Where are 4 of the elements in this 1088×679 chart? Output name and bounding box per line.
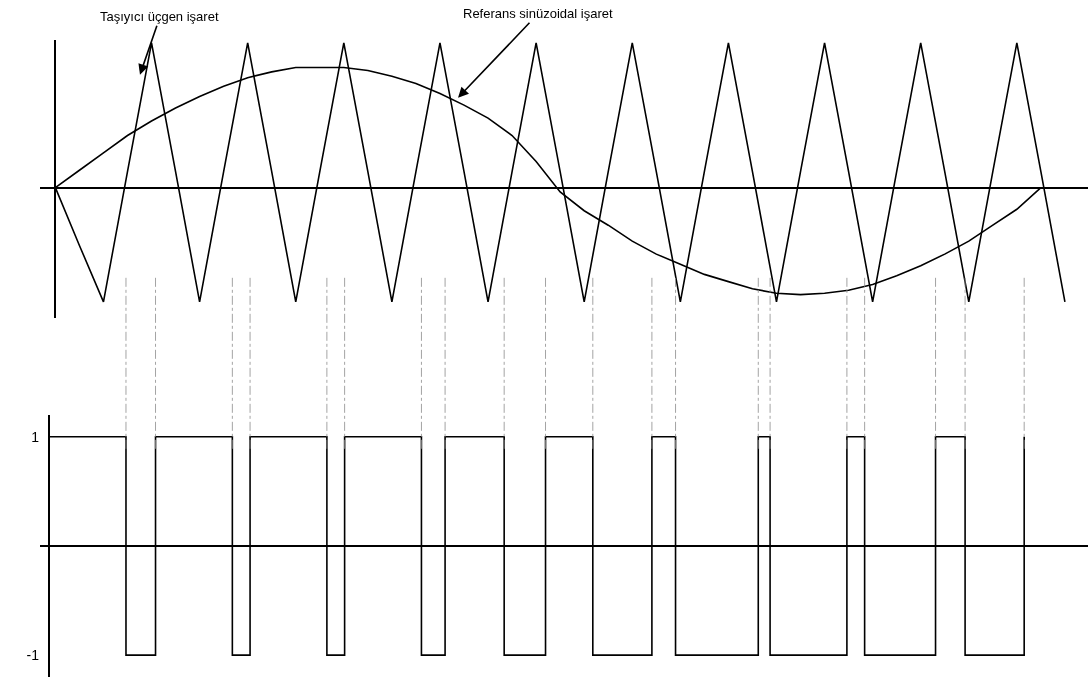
text: Referans sinüzoidal işaret (463, 6, 613, 21)
text: Taşıyıcı üçgen işaret (100, 9, 219, 24)
y-tick-label: -1 (26, 647, 40, 664)
y-tick-label: 1 (31, 428, 40, 445)
